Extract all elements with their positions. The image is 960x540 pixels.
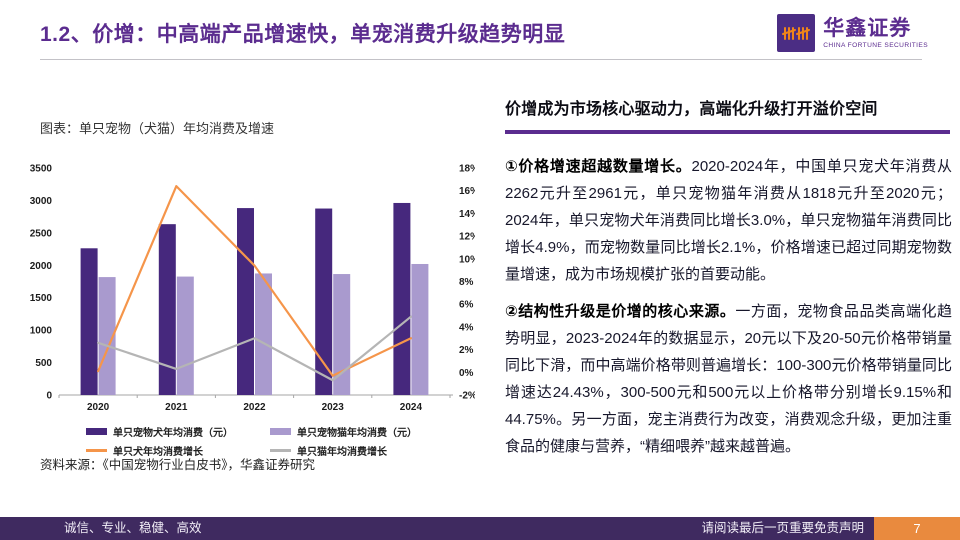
svg-text:2022: 2022 bbox=[243, 402, 266, 413]
svg-text:2021: 2021 bbox=[165, 402, 188, 413]
svg-text:500: 500 bbox=[35, 358, 52, 369]
paragraph-text: 2020-2024年，中国单只宠犬年消费从2262元升至2961元，单只宠物猫年… bbox=[505, 158, 952, 283]
legend-label: 单只宠物猫年均消费（元） bbox=[297, 428, 417, 439]
line-series-1 bbox=[96, 315, 412, 382]
header-divider bbox=[40, 59, 922, 60]
svg-text:2%: 2% bbox=[459, 345, 474, 356]
svg-text:0: 0 bbox=[46, 391, 52, 402]
svg-text:-2%: -2% bbox=[459, 391, 475, 402]
svg-text:18%: 18% bbox=[459, 164, 475, 175]
company-name-cn: 华鑫证券 bbox=[823, 16, 912, 40]
panel-body: ①价格增速超越数量增长。2020-2024年，中国单只宠犬年消费从2262元升至… bbox=[505, 147, 952, 470]
svg-text:14%: 14% bbox=[459, 209, 475, 220]
legend-label: 单只宠物犬年均消费（元） bbox=[113, 428, 233, 439]
company-logo-icon bbox=[777, 14, 816, 52]
bar bbox=[333, 274, 351, 395]
legend-swatch-dog-bar bbox=[86, 428, 107, 435]
page-title: 1.2、价增：中高端产品增速快，单宠消费升级趋势明显 bbox=[40, 23, 566, 46]
bar bbox=[237, 208, 254, 395]
legend-swatch-dog-line bbox=[86, 449, 107, 452]
svg-text:2023: 2023 bbox=[322, 402, 345, 413]
svg-text:2000: 2000 bbox=[30, 261, 53, 272]
bar-series-0 bbox=[80, 202, 411, 395]
footer-disclaimer: 请阅读最后一页重要免责声明 bbox=[701, 521, 864, 535]
svg-text:6%: 6% bbox=[459, 300, 474, 311]
svg-text:3500: 3500 bbox=[30, 164, 53, 175]
svg-text:12%: 12% bbox=[459, 232, 475, 243]
paragraph-structural-upgrade: ②结构性升级是价增的核心来源。一方面，宠物食品品类高端化趋势明显，2023-20… bbox=[505, 298, 952, 460]
legend-label: 单只猫年均消费增长 bbox=[297, 447, 387, 458]
legend-item-dog-growth: 单只犬年均消费增长 bbox=[86, 443, 270, 458]
footer-slogan: 诚信、专业、稳健、高效 bbox=[64, 521, 202, 535]
svg-text:8%: 8% bbox=[459, 277, 474, 288]
legend-item-cat-growth: 单只猫年均消费增长 bbox=[270, 443, 417, 458]
bar bbox=[176, 276, 194, 395]
bar bbox=[393, 202, 411, 395]
company-logo: 华鑫证券 CHINA FORTUNE SECURITIES bbox=[777, 14, 928, 52]
panel-heading: 价增成为市场核心驱动力，高端化升级打开溢价空间 bbox=[505, 101, 878, 118]
svg-text:2500: 2500 bbox=[30, 228, 53, 239]
figure-caption: 图表：单只宠物（犬猫）年均消费及增速 bbox=[40, 121, 275, 136]
bar-series-1 bbox=[98, 263, 429, 395]
svg-text:3000: 3000 bbox=[30, 196, 53, 207]
svg-text:0%: 0% bbox=[459, 368, 474, 379]
svg-text:10%: 10% bbox=[459, 254, 475, 265]
bar bbox=[411, 263, 429, 395]
legend-item-dog-consumption: 单只宠物犬年均消费（元） bbox=[86, 424, 270, 439]
svg-text:16%: 16% bbox=[459, 186, 475, 197]
paragraph-lead: ①价格增速超越数量增长。 bbox=[505, 158, 692, 175]
svg-text:2024: 2024 bbox=[400, 402, 423, 413]
svg-text:4%: 4% bbox=[459, 322, 474, 333]
svg-text:1500: 1500 bbox=[30, 293, 53, 304]
bar bbox=[255, 273, 272, 395]
legend-label: 单只犬年均消费增长 bbox=[113, 447, 203, 458]
footer-bar: 诚信、专业、稳健、高效 请阅读最后一页重要免责声明 7 bbox=[0, 517, 960, 540]
paragraph-lead: ②结构性升级是价增的核心来源。 bbox=[505, 303, 736, 320]
panel-heading-underline bbox=[505, 130, 950, 134]
bar bbox=[98, 277, 116, 395]
bar bbox=[315, 208, 333, 395]
line-series-0 bbox=[96, 185, 412, 377]
data-source-note: 资料来源：《中国宠物行业白皮书》，华鑫证券研究 bbox=[40, 458, 316, 472]
legend-item-cat-consumption: 单只宠物猫年均消费（元） bbox=[270, 424, 417, 439]
svg-text:2020: 2020 bbox=[87, 402, 110, 413]
svg-text:1000: 1000 bbox=[30, 326, 53, 337]
chart-legend: 单只宠物犬年均消费（元） 单只宠物猫年均消费（元） 单只犬年均消费增长 单只猫年… bbox=[86, 424, 417, 458]
company-name-en: CHINA FORTUNE SECURITIES bbox=[823, 41, 928, 49]
legend-swatch-cat-bar bbox=[270, 428, 291, 435]
bar bbox=[158, 224, 176, 395]
consumption-growth-chart: 0 500 1000 1500 2000 2500 3000 3500 -2% 0% 2% 4% 6% 8… bbox=[30, 164, 475, 414]
paragraph-text: 一方面，宠物食品品类高端化趋势明显，2023-2024年的数据显示，20元以下及… bbox=[505, 303, 952, 455]
page-number-badge: 7 bbox=[874, 517, 960, 540]
paragraph-price-growth: ①价格增速超越数量增长。2020-2024年，中国单只宠犬年消费从2262元升至… bbox=[505, 153, 952, 288]
legend-swatch-cat-line bbox=[270, 449, 291, 452]
bar bbox=[80, 248, 98, 395]
